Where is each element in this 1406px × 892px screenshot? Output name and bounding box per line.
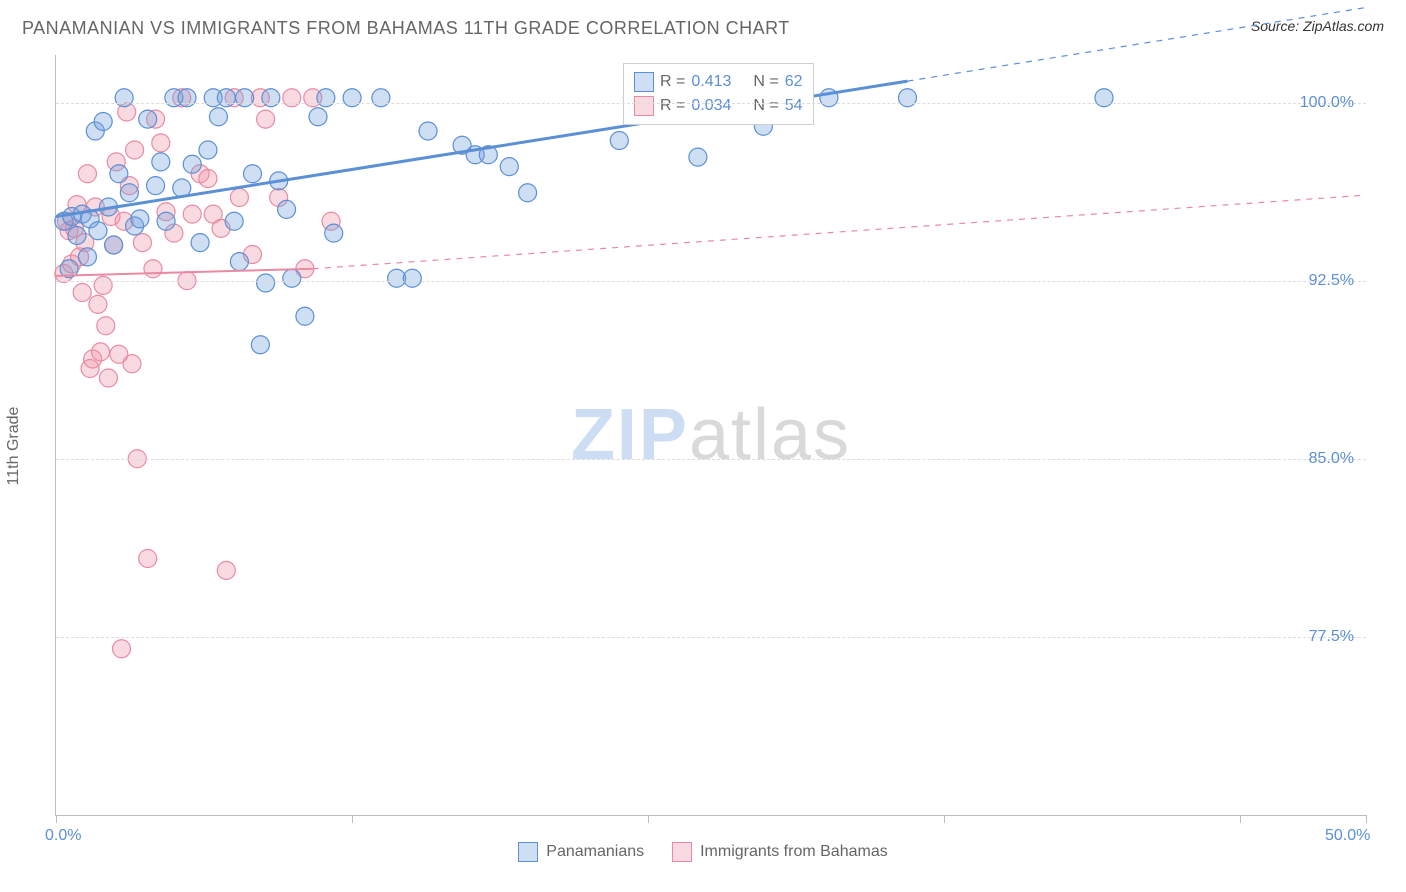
source-attribution: Source: ZipAtlas.com <box>1251 18 1384 34</box>
series-legend: Panamanians Immigrants from Bahamas <box>0 842 1406 862</box>
y-axis-title: 11th Grade <box>5 407 23 486</box>
legend-r-value-0: 0.413 <box>691 73 731 91</box>
grid-line <box>56 637 1366 638</box>
legend-swatch-panamanians <box>518 842 538 862</box>
y-tick-label: 100.0% <box>1300 94 1354 112</box>
chart-title: PANAMANIAN VS IMMIGRANTS FROM BAHAMAS 11… <box>22 18 790 39</box>
legend-r-label: R = <box>660 97 685 115</box>
x-tick <box>648 815 649 823</box>
y-tick-label: 85.0% <box>1309 450 1354 468</box>
legend-r-value-1: 0.034 <box>691 97 731 115</box>
legend-n-label: N = <box>753 97 778 115</box>
x-tick <box>944 815 945 823</box>
legend-label-bahamas: Immigrants from Bahamas <box>700 843 888 861</box>
legend-item-panamanians: Panamanians <box>518 842 644 862</box>
grid-line <box>56 281 1366 282</box>
grid-line <box>56 459 1366 460</box>
grid-line <box>56 103 1366 104</box>
legend-swatch-0 <box>634 72 654 92</box>
x-tick <box>352 815 353 823</box>
legend-r-label: R = <box>660 73 685 91</box>
x-tick <box>1366 815 1367 823</box>
y-tick-label: 77.5% <box>1309 628 1354 646</box>
legend-swatch-1 <box>634 96 654 116</box>
x-tick <box>1240 815 1241 823</box>
legend-row-series-1: R = 0.034 N = 54 <box>634 94 803 118</box>
legend-n-label: N = <box>753 73 778 91</box>
chart-svg <box>56 55 1366 815</box>
legend-row-series-0: R = 0.413 N = 62 <box>634 70 803 94</box>
legend-n-value-1: 54 <box>785 97 803 115</box>
chart-container: PANAMANIAN VS IMMIGRANTS FROM BAHAMAS 11… <box>0 0 1406 892</box>
legend-label-panamanians: Panamanians <box>546 843 644 861</box>
legend-swatch-bahamas <box>672 842 692 862</box>
x-tick <box>56 815 57 823</box>
legend-n-value-0: 62 <box>785 73 803 91</box>
legend-item-bahamas: Immigrants from Bahamas <box>672 842 888 862</box>
y-tick-label: 92.5% <box>1309 272 1354 290</box>
correlation-legend: R = 0.413 N = 62 R = 0.034 N = 54 <box>623 63 814 125</box>
plot-area: ZIPatlas R = 0.413 N = 62 R = 0.034 N = … <box>55 55 1366 816</box>
